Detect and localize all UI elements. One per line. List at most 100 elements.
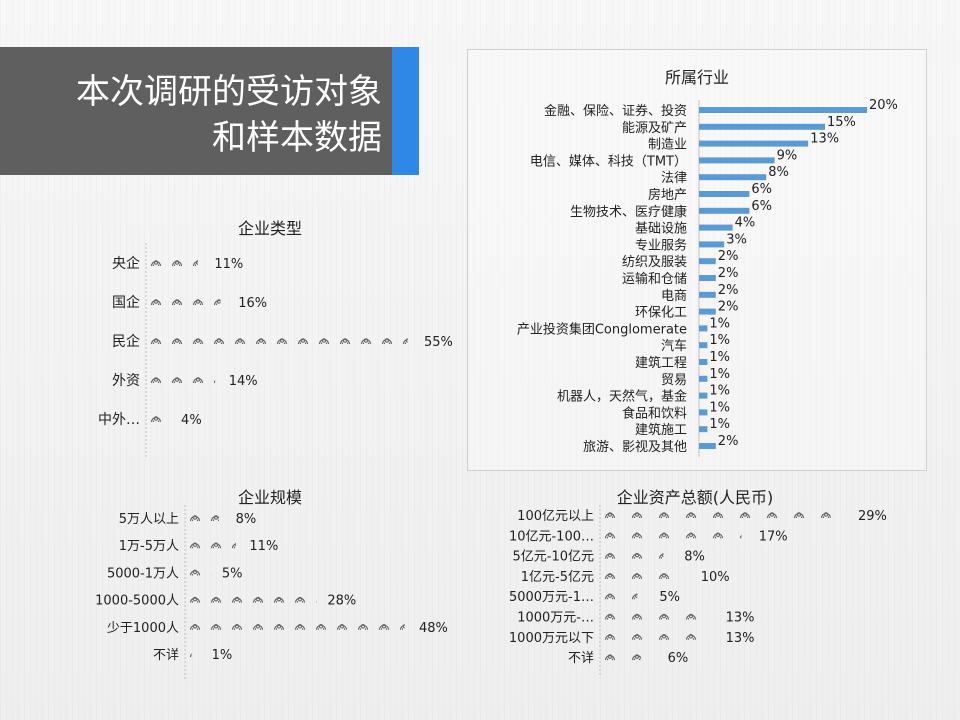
industry-category-label: 制造业 [648, 138, 687, 153]
industry-category-label: 旅游、影视及其他 [583, 440, 687, 455]
value-label: 28% [327, 594, 356, 609]
industry-chart: 金融、保险、证券、投资 20% 能源及矿产 15% 制造业 13% 电信、媒体、科技（TMT… [517, 98, 898, 457]
person-icon [712, 512, 724, 519]
industry-category-label: 法律 [661, 171, 687, 186]
person-icon [687, 574, 696, 579]
industry-category-label: 电商 [661, 289, 687, 304]
industry-category-label: 纺织及服装 [622, 255, 687, 270]
person-icon [631, 573, 643, 580]
industry-category-label: 运输和仓储 [622, 271, 687, 287]
person-icon [150, 338, 162, 345]
category-label: 不详 [153, 648, 179, 663]
person-icon [604, 512, 616, 519]
industry-category-label: 建筑施工 [635, 422, 687, 438]
category-label: 5亿元-10亿元 [512, 550, 594, 565]
industry-value-label: 2% [718, 249, 739, 264]
person-icon [604, 593, 616, 600]
person-icon [658, 573, 670, 580]
industry-category-label: 能源及矿产 [622, 121, 687, 136]
person-icon [739, 512, 751, 519]
category-label: 国企 [112, 294, 140, 311]
category-label: 少于1000人 [107, 621, 179, 636]
company-type-chart: 央企 11% 国企 16% 民企 55% 外资 14% 中外… 4% [98, 243, 453, 458]
industry-bar [699, 291, 716, 298]
person-icon [210, 624, 222, 630]
industry-bar [699, 325, 708, 332]
person-icon [318, 338, 330, 345]
industry-value-label: 2% [718, 266, 739, 281]
person-icon [604, 613, 616, 620]
person-icon [273, 624, 285, 630]
industry-value-label: 20% [869, 98, 898, 113]
person-icon [189, 596, 201, 603]
person-icon [234, 338, 246, 345]
category-label: 民企 [112, 333, 140, 350]
person-icon [252, 624, 264, 630]
category-label: 5万人以上 [119, 512, 179, 527]
industry-bar [699, 241, 725, 248]
person-icon [150, 260, 162, 267]
industry-category-label: 金融、保险、证券、投资 [544, 103, 687, 119]
person-icon [210, 515, 219, 522]
person-icon [631, 654, 642, 661]
person-icon [210, 596, 222, 603]
industry-value-label: 1% [709, 384, 730, 399]
industry-category-label: 专业服务 [635, 237, 687, 253]
industry-bar [699, 308, 716, 315]
company-size-chart-title: 企业规模 [237, 488, 302, 507]
person-icon [658, 512, 670, 519]
person-icon [150, 299, 162, 306]
person-icon [252, 596, 264, 603]
person-icon [766, 512, 778, 519]
category-label: 央企 [112, 255, 140, 272]
value-label: 4% [181, 413, 202, 428]
industry-category-label: 产业投资集团Conglomerate [517, 321, 687, 337]
industry-category-label: 房地产 [648, 187, 687, 203]
industry-value-label: 1% [709, 316, 730, 331]
page-title-line2: 和样本数据 [212, 118, 382, 158]
category-label: 10亿元-100… [509, 529, 594, 544]
industry-category-label: 基础设施 [635, 222, 687, 237]
industry-bar [699, 224, 733, 231]
value-label: 6% [668, 651, 689, 666]
industry-bar [699, 409, 708, 416]
person-icon [631, 532, 643, 539]
title-banner: 本次调研的受访对象 和样本数据 [0, 47, 392, 175]
value-label: 55% [424, 335, 453, 350]
category-label: 100亿元以上 [517, 509, 594, 524]
person-icon [315, 624, 327, 630]
person-icon [604, 552, 616, 559]
person-icon [685, 512, 697, 519]
person-icon [171, 260, 183, 267]
person-icon [631, 613, 643, 620]
person-icon [604, 532, 616, 539]
category-label: 1000-5000人 [95, 594, 179, 609]
value-label: 48% [419, 621, 448, 636]
industry-category-label: 生物技术、医疗健康 [570, 204, 687, 220]
industry-value-label: 1% [709, 417, 730, 432]
category-label: 外资 [112, 373, 140, 389]
industry-value-label: 6% [751, 199, 772, 214]
person-icon [189, 653, 192, 658]
person-icon [171, 299, 183, 306]
value-label: 5% [659, 590, 680, 605]
person-icon [192, 377, 204, 384]
person-icon [631, 552, 643, 559]
value-label: 17% [759, 529, 788, 544]
industry-bar [699, 174, 767, 181]
industry-chart-title: 所属行业 [664, 68, 729, 87]
industry-value-label: 1% [709, 350, 730, 365]
person-icon [210, 542, 222, 549]
person-icon [631, 634, 643, 640]
industry-category-label: 机器人，天然气，基金 [557, 389, 687, 405]
industry-bar [699, 107, 867, 113]
title-accent-bar [392, 47, 419, 175]
industry-value-label: 2% [718, 300, 739, 315]
industry-value-label: 2% [718, 434, 739, 449]
person-icon [213, 299, 221, 306]
company-size-chart: 5万人以上 8% 1万-5万人 11% 5000-1万人 5% 1000-5000人 28% 少… [95, 505, 448, 682]
value-label: 11% [214, 257, 243, 272]
person-icon [360, 338, 372, 345]
industry-category-label: 汽车 [661, 338, 687, 354]
industry-value-label: 1% [709, 367, 730, 382]
